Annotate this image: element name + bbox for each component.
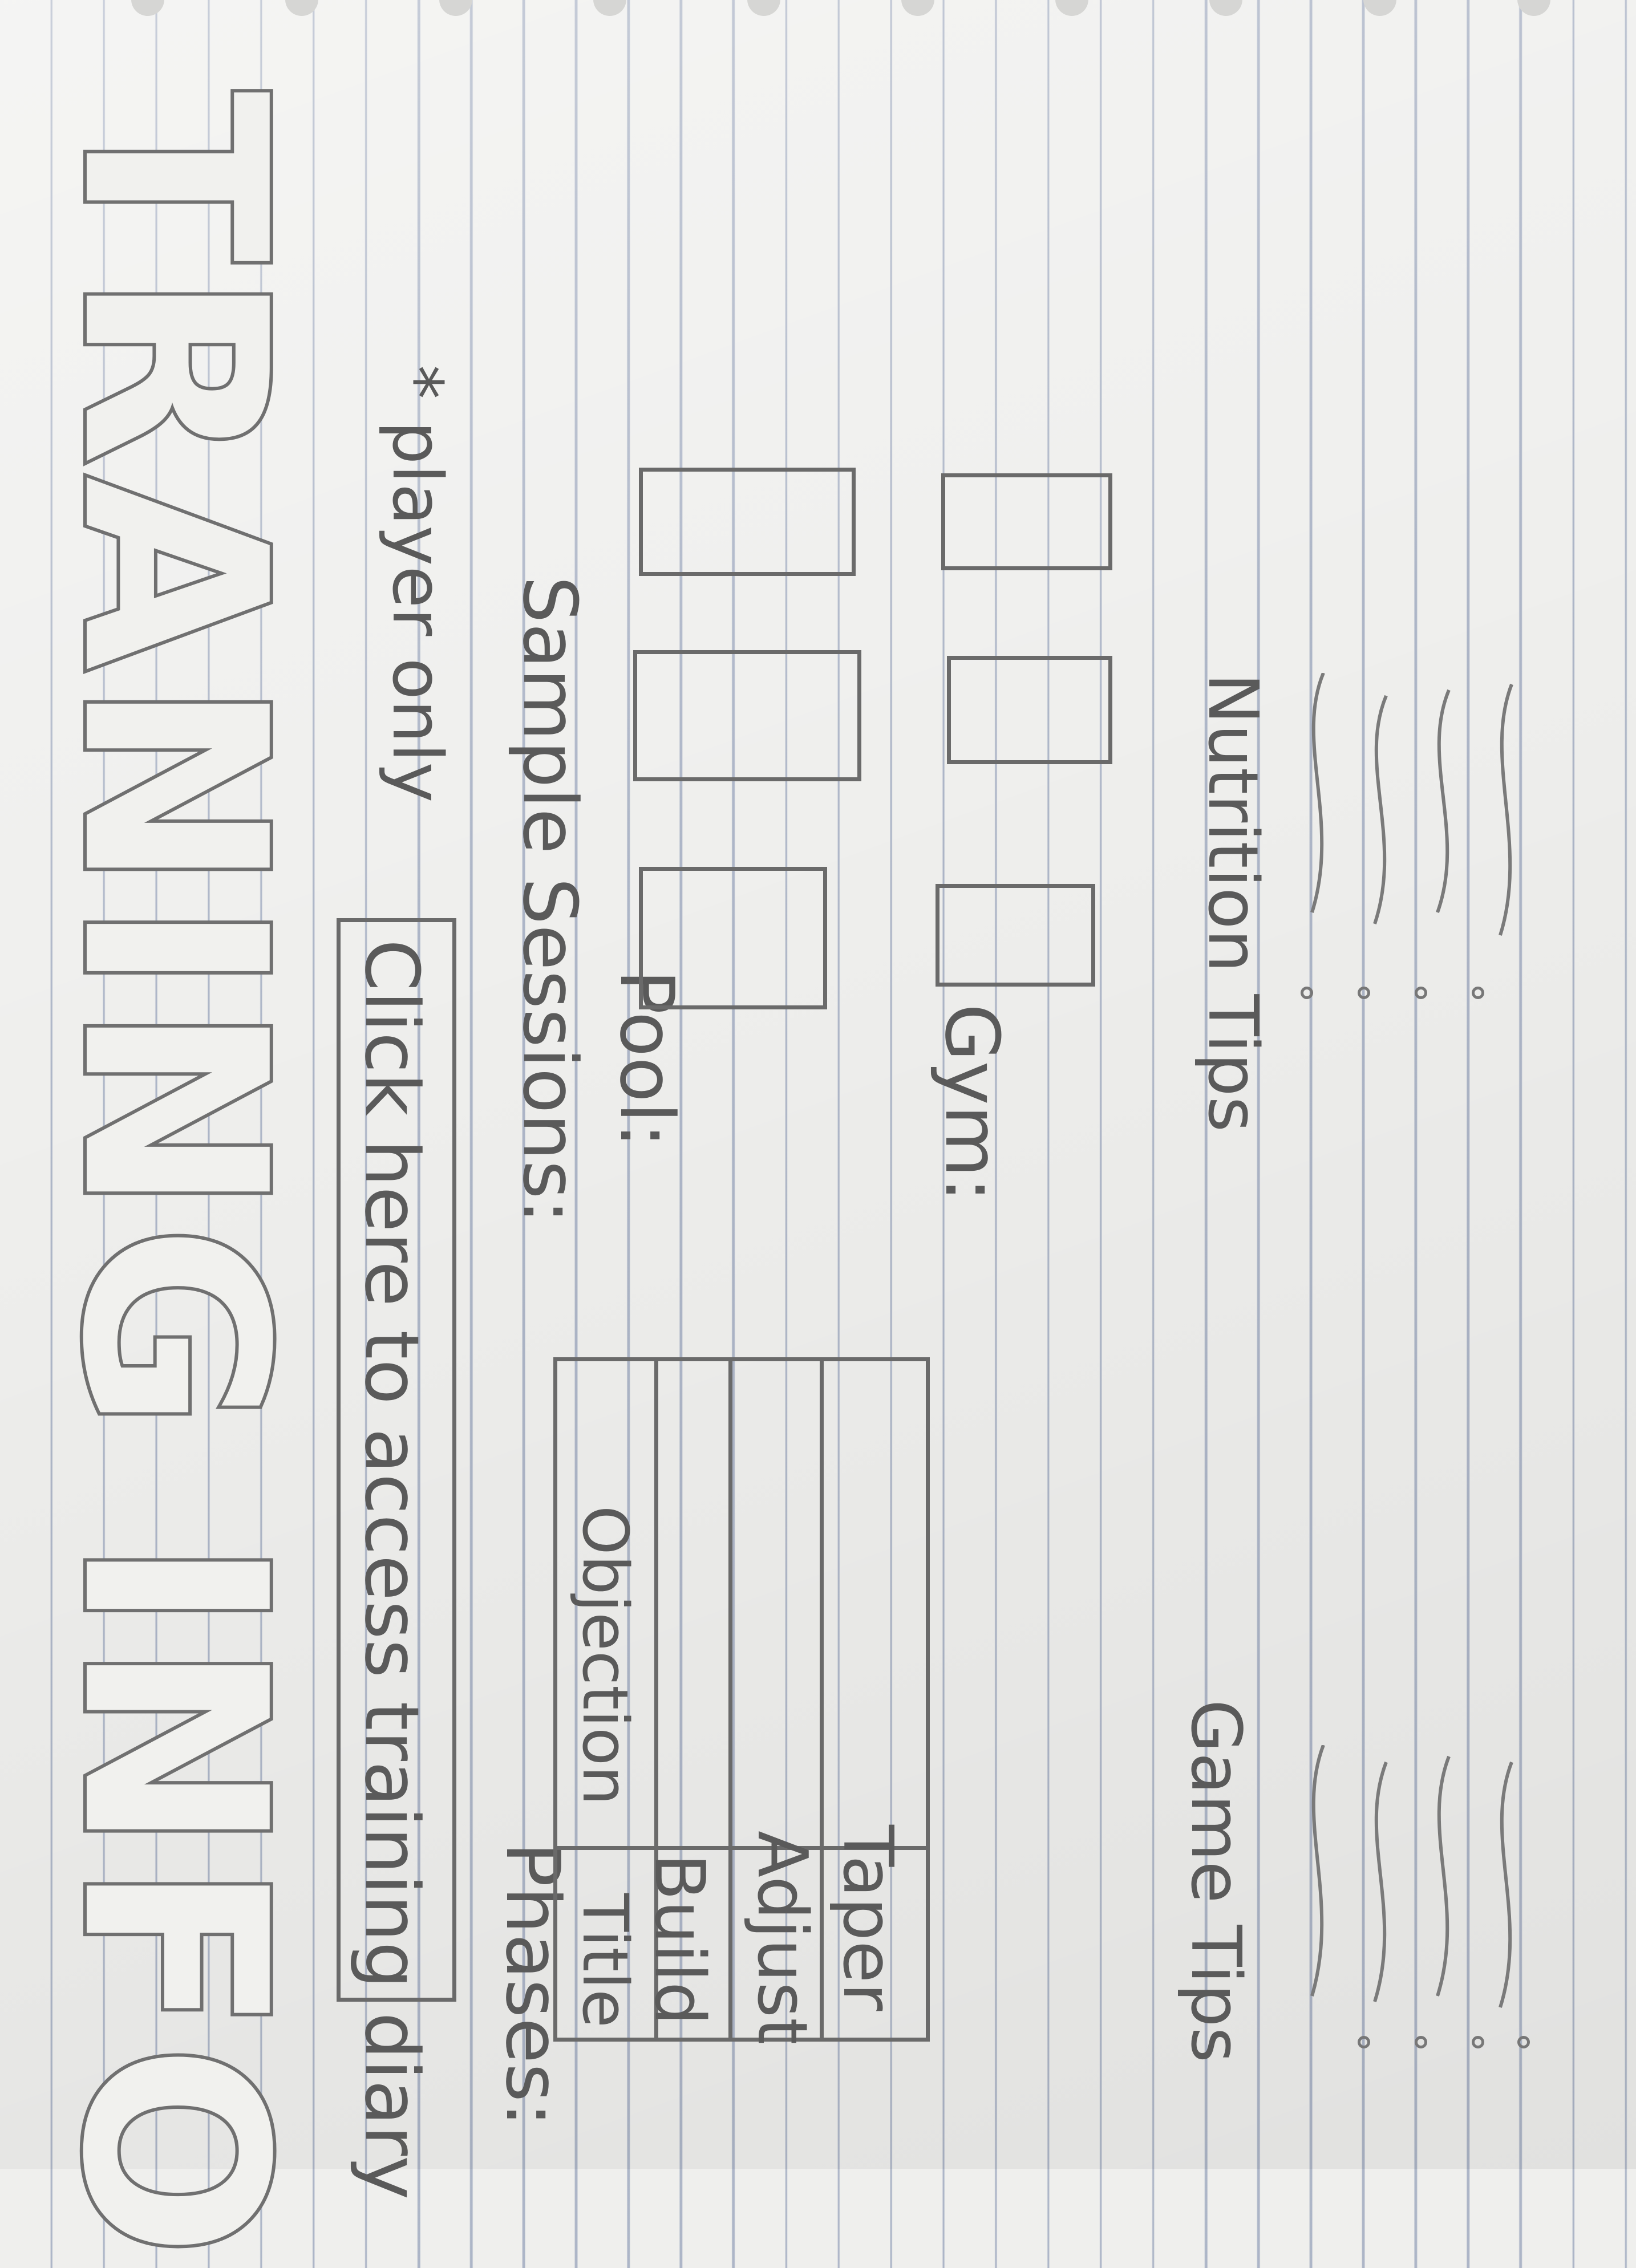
pool-session-card-1[interactable]: [639, 867, 827, 1009]
phases-col-objection: Objection: [569, 1506, 642, 1806]
pool-session-card-3[interactable]: [639, 468, 856, 576]
gym-session-card-2[interactable]: [947, 656, 1112, 764]
nutrition-bullet-2: [1358, 987, 1370, 999]
game-tips-scribbles: [1310, 1745, 1513, 2008]
phase-row-adjust: Adjust: [742, 1831, 821, 2045]
nutrition-tips-heading: Nutrition Tips: [1193, 673, 1272, 1133]
training-diary-button[interactable]: Click here to access training diary: [337, 918, 456, 2200]
gym-session-card-1[interactable]: [936, 884, 1095, 987]
binder-holes: [0, 0, 1636, 34]
pool-session-card-2[interactable]: [633, 650, 861, 781]
training-diary-label: Click here to access training diary: [349, 939, 435, 2200]
page-title: TRANING INFO: [24, 88, 323, 2268]
game-bullet-2: [1415, 2036, 1427, 2048]
nutrition-tips-scribbles: [1310, 673, 1513, 936]
phases-col-title: Title: [569, 1893, 642, 2028]
gym-session-card-3[interactable]: [941, 473, 1112, 570]
game-bullet-4: [1517, 2036, 1530, 2048]
gym-label: Gym:: [929, 1004, 1015, 1203]
nutrition-bullet-4: [1472, 987, 1484, 999]
sample-sessions-heading: Sample Sessions:: [507, 576, 593, 1224]
game-bullet-1: [1358, 2036, 1370, 2048]
nutrition-bullet-1: [1301, 987, 1313, 999]
phases-table: [553, 1357, 930, 2042]
nutrition-bullet-3: [1415, 987, 1427, 999]
phase-row-taper: Taper: [828, 1825, 907, 2011]
phase-row-build: Build: [639, 1853, 719, 2026]
player-only-note: * player only: [377, 365, 456, 803]
game-tips-heading-visible: Game Tips: [1176, 1699, 1255, 2063]
game-bullet-3: [1472, 2036, 1484, 2048]
